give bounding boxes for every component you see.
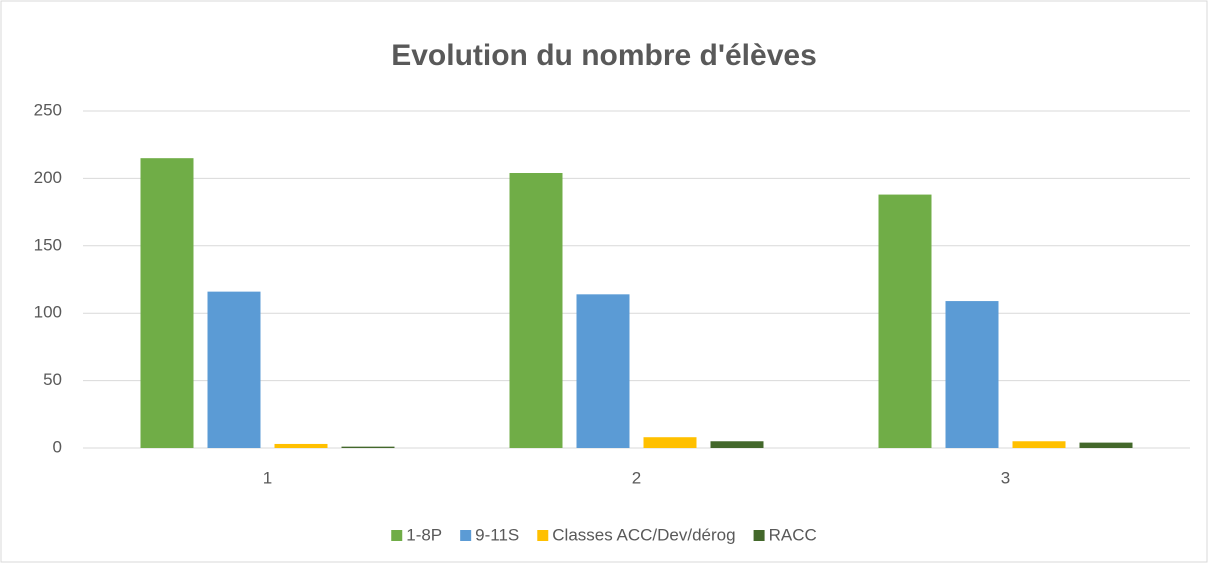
y-tick-label: 150 [34,235,62,254]
legend-label: 9-11S [475,525,519,544]
bar [1012,441,1066,448]
bar [576,294,630,448]
y-tick-label: 250 [34,100,62,119]
bar [341,446,395,448]
bar [878,194,932,448]
bar [274,443,328,448]
y-tick-label: 0 [53,437,62,456]
chart-title: Evolution du nombre d'élèves [391,39,817,72]
x-tick-label: 1 [263,468,272,487]
legend-swatch [391,530,403,541]
bar [710,441,764,448]
legend-label: 1-8P [406,525,442,544]
legend-label: RACC [769,525,817,544]
bar [140,158,194,448]
legend-swatch [537,530,549,541]
y-tick-label: 100 [34,303,62,322]
y-tick-label: 50 [43,370,62,389]
y-tick-label: 200 [34,168,62,187]
x-tick-label: 3 [1001,468,1010,487]
x-tick-label: 2 [632,468,641,487]
bar [643,437,697,448]
legend-label: Classes ACC/Dev/dérog [552,525,735,544]
bar [207,291,261,448]
legend-swatch [753,530,765,541]
bar [509,173,563,448]
bar [1079,442,1133,448]
bar [945,301,999,448]
legend-swatch [460,530,472,541]
